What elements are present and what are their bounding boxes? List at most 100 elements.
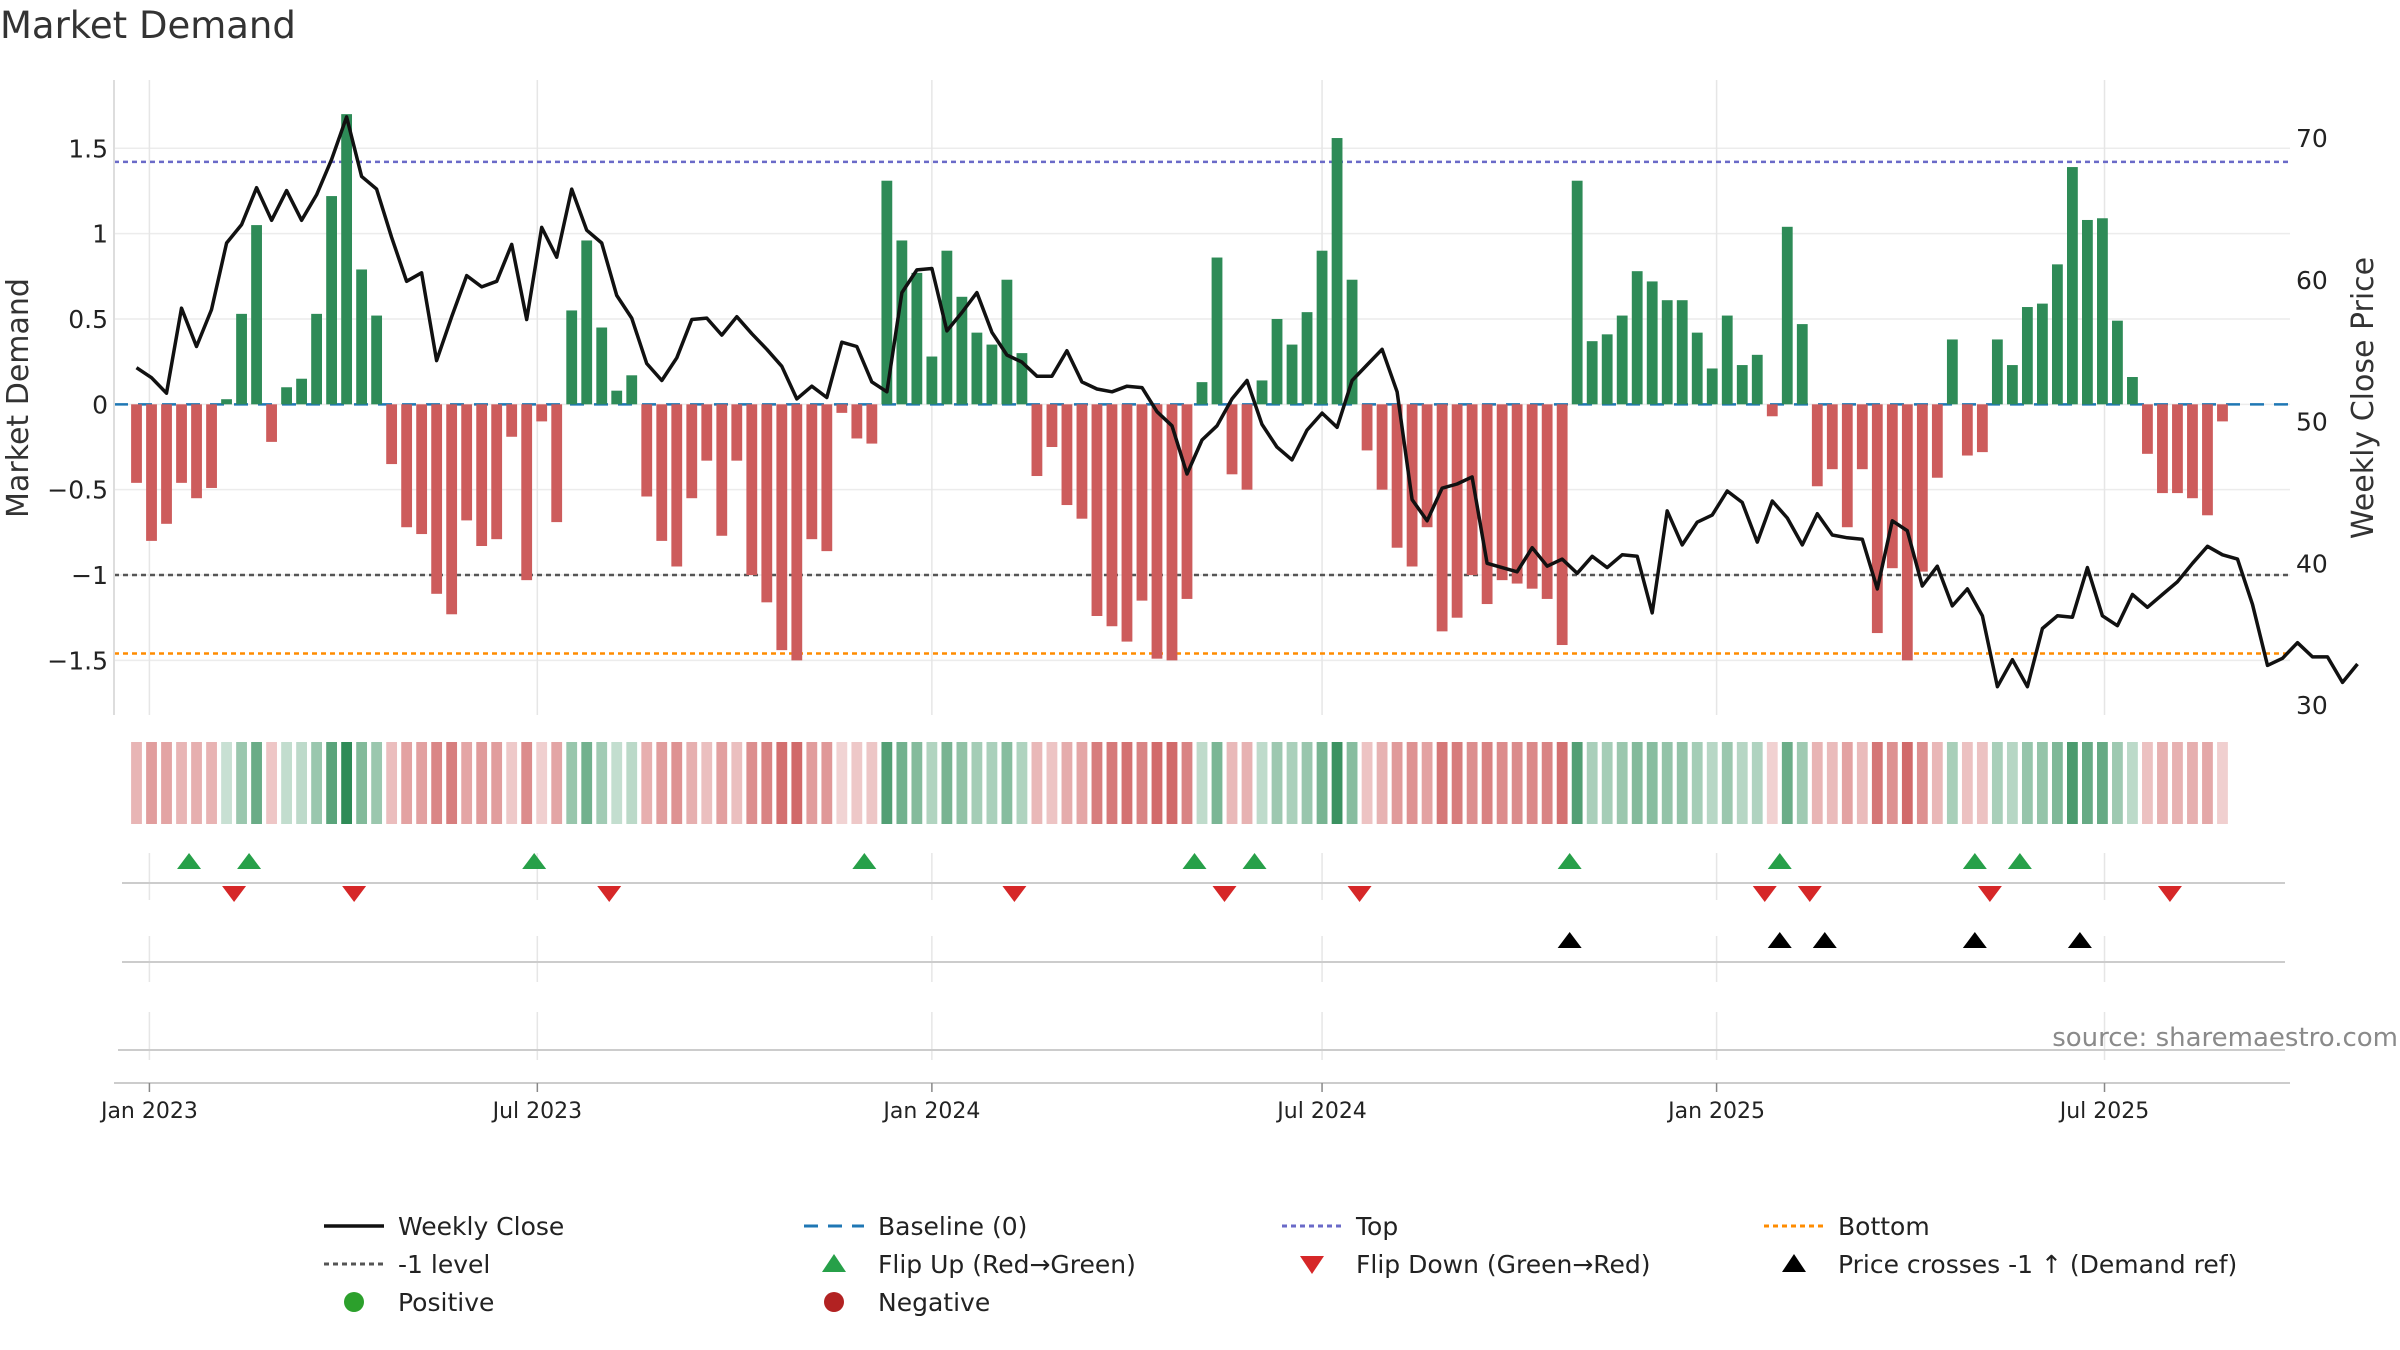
bar-negative: [2157, 404, 2168, 494]
legend-weekly-close: Weekly Close: [320, 1208, 564, 1244]
y-tick-label: −1.5: [47, 646, 108, 675]
strip-cell: [221, 742, 232, 824]
flip-up-marker: [1557, 853, 1582, 869]
bar-positive: [1196, 382, 1208, 405]
bar-negative: [686, 404, 698, 499]
bar-positive: [1646, 281, 1658, 405]
legend-price-cross-label: Price crosses -1 ↑ (Demand ref): [1838, 1249, 2238, 1279]
bar-positive: [1616, 315, 1628, 405]
bar-negative: [1931, 404, 1943, 478]
strip-cell: [1916, 742, 1928, 824]
legend-bottom-swatch: [1764, 1224, 1824, 1228]
bar-positive: [1301, 312, 1313, 405]
bar-negative: [161, 404, 172, 524]
bar-negative: [1046, 404, 1058, 448]
y2-axis-label: Weekly Close Price: [2346, 257, 2381, 539]
bar-negative: [2187, 404, 2198, 499]
bar-negative: [1766, 404, 1778, 417]
legend-weekly-close-swatch: [324, 1224, 384, 1228]
strip-cell: [1001, 742, 1013, 824]
strip-cell: [1661, 742, 1673, 824]
bar-negative: [1226, 404, 1238, 475]
strip-cell: [1616, 742, 1628, 824]
bar-positive: [956, 296, 968, 405]
strip-cell: [1301, 742, 1313, 824]
strip-cell: [2021, 742, 2033, 824]
strip-cell: [506, 742, 518, 824]
bar-negative: [671, 404, 683, 567]
bar-positive: [911, 272, 923, 405]
strip-cell: [491, 742, 503, 824]
bar-positive: [1751, 354, 1763, 405]
bar-negative: [416, 404, 428, 535]
bar-negative: [1106, 404, 1118, 627]
strip-cell: [1556, 742, 1568, 824]
strip-cell: [671, 742, 683, 824]
strip-cell: [1196, 742, 1208, 824]
bar-positive: [311, 313, 322, 405]
bar-negative: [386, 404, 398, 465]
bar-positive: [1781, 226, 1793, 405]
bar-negative: [1466, 404, 1478, 576]
bar-negative: [761, 404, 773, 603]
bar-positive: [356, 269, 368, 405]
strip-cell: [761, 742, 773, 824]
bar-positive: [1211, 257, 1223, 405]
strip-cell: [416, 742, 428, 824]
strip-cell: [2082, 742, 2093, 824]
strip-cell: [1271, 742, 1283, 824]
bar-positive: [896, 240, 908, 405]
strip-cell: [926, 742, 938, 824]
legend-flip-down-label: Flip Down (Green→Red): [1356, 1249, 1651, 1279]
bar-negative: [1871, 404, 1883, 634]
bar-negative: [476, 404, 488, 547]
strip-cell: [1901, 742, 1913, 824]
bar-positive: [2066, 167, 2078, 405]
bar-negative: [1091, 404, 1103, 616]
bar-positive: [1796, 324, 1808, 405]
chart-title: Market Demand: [0, 4, 296, 47]
strip-cell: [341, 742, 353, 824]
strip-cell: [311, 742, 322, 824]
bar-negative: [1361, 404, 1373, 451]
bar-negative: [1916, 404, 1928, 572]
strip-cell: [2051, 742, 2063, 824]
bar-positive: [1346, 279, 1358, 405]
y-tick-label: −0.5: [47, 476, 108, 505]
bar-negative: [656, 404, 668, 541]
bar-negative: [431, 404, 443, 594]
bar-negative: [1241, 404, 1253, 490]
strip-cell: [2187, 742, 2198, 824]
bar-positive: [2082, 219, 2093, 405]
strip-cell: [551, 742, 563, 824]
bar-negative: [701, 404, 713, 461]
flip-down-marker: [2157, 886, 2182, 902]
flip-up-marker: [1767, 853, 1792, 869]
legend-minus-one: -1 level: [320, 1246, 490, 1282]
strip-cell: [281, 742, 292, 824]
bar-negative: [206, 404, 217, 488]
strip-cell: [1421, 742, 1433, 824]
strip-cell: [911, 742, 923, 824]
bar-positive: [881, 180, 893, 405]
bar-positive: [2036, 303, 2048, 405]
bar-positive: [1316, 250, 1328, 405]
bar-positive: [986, 344, 998, 405]
bar-negative: [536, 404, 548, 422]
bar-negative: [1526, 404, 1538, 589]
strip-cell: [1256, 742, 1268, 824]
bar-negative: [1421, 404, 1433, 528]
price-cross-marker: [1812, 932, 1837, 948]
strip-cell: [1151, 742, 1163, 824]
strip-cell: [1406, 742, 1418, 824]
strip-cell: [2217, 742, 2228, 824]
bar-positive: [371, 315, 383, 405]
bar-negative: [1541, 404, 1553, 599]
bar-negative: [401, 404, 413, 528]
strip-cell: [2112, 742, 2123, 824]
x-tick-labels: Jan 2023 Jul 2023 Jan 2024 Jul 2024 Jan 2025…: [99, 1083, 2149, 1124]
bar-positive: [611, 390, 623, 405]
y-tick-label: −1: [71, 561, 108, 590]
strip-cell: [1136, 742, 1148, 824]
bar-positive: [1286, 344, 1298, 405]
